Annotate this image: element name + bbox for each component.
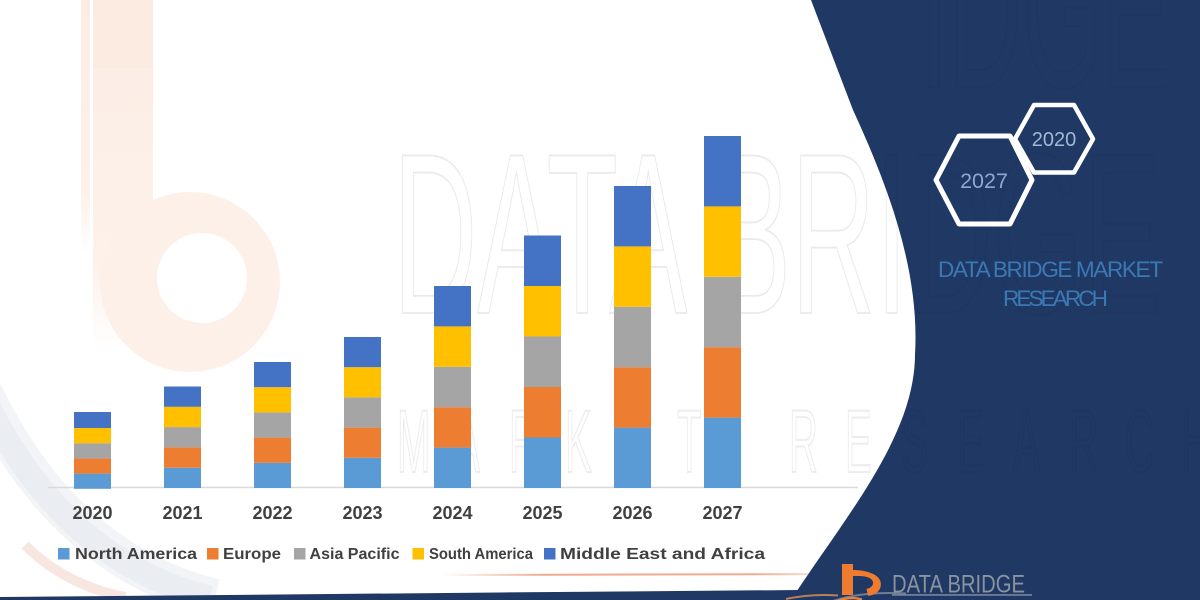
- svg-text:IDGE: IDGE: [920, 0, 1170, 136]
- svg-text:2024: 2024: [432, 503, 472, 523]
- svg-text:2025: 2025: [522, 503, 562, 523]
- svg-text:North America: North America: [75, 546, 197, 563]
- svg-text:2020: 2020: [1032, 129, 1077, 151]
- svg-text:2020: 2020: [72, 503, 112, 523]
- svg-text:DATA BRIDGE: DATA BRIDGE: [892, 571, 1025, 599]
- svg-text:2027: 2027: [702, 503, 742, 523]
- svg-text:2022: 2022: [252, 503, 292, 523]
- svg-text:DATA BRIDGE MARKET: DATA BRIDGE MARKET: [938, 257, 1163, 282]
- svg-text:2021: 2021: [162, 503, 202, 523]
- svg-text:Asia Pacific: Asia Pacific: [310, 546, 400, 563]
- svg-text:2023: 2023: [342, 503, 382, 523]
- svg-text:Middle East and Africa: Middle East and Africa: [560, 546, 765, 563]
- svg-text:Europe: Europe: [223, 546, 281, 563]
- svg-text:2027: 2027: [960, 169, 1008, 193]
- svg-text:2026: 2026: [612, 503, 652, 523]
- svg-text:RESEARCH: RESEARCH: [1003, 286, 1108, 311]
- svg-text:South America: South America: [429, 546, 533, 563]
